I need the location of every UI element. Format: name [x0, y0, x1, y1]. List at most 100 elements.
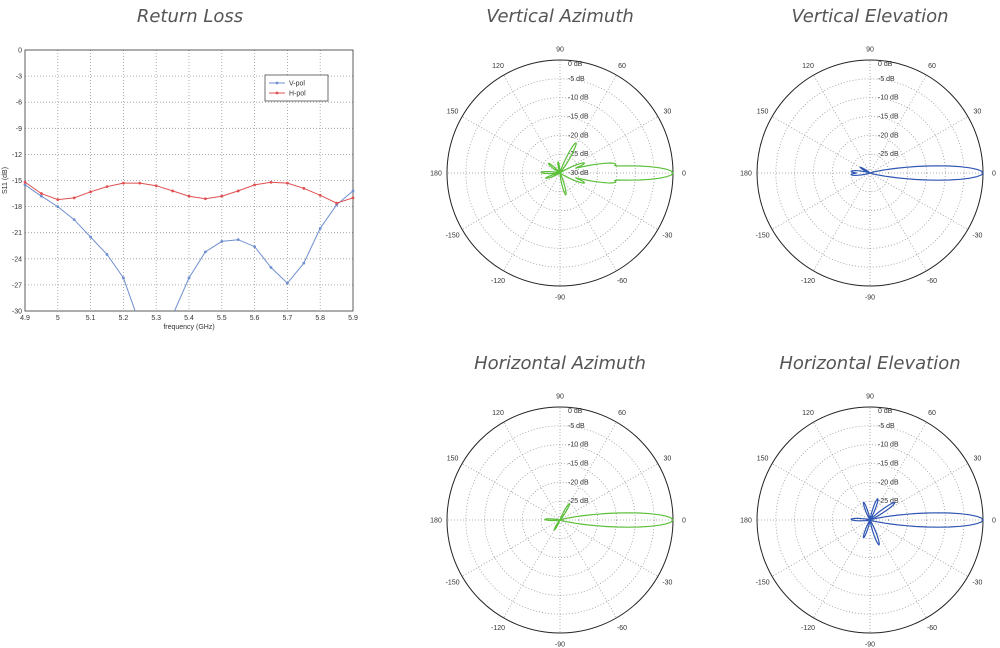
data-point [40, 192, 43, 195]
radiation-pattern-trace [850, 165, 984, 181]
polar-grid-spoke [869, 421, 927, 521]
polar-grid-spoke [503, 74, 561, 174]
data-point [318, 193, 322, 197]
angle-label: 90 [556, 47, 564, 54]
data-point [72, 196, 76, 200]
angle-label: -120 [801, 625, 815, 632]
polar-grid-ring [775, 425, 965, 615]
horizontal-azimuth-polar: 0 30 60 90 120 150 180 -150 -120 -90 -60 -30 0 dB -5 … [430, 394, 686, 648]
polar-grid-spoke [869, 172, 969, 230]
polar-grid-ring [831, 134, 909, 212]
y-tick-label: -12 [12, 152, 22, 159]
radial-label: 0 dB [878, 408, 893, 415]
polar-grid-spoke [813, 519, 871, 619]
angle-label: 60 [618, 63, 626, 70]
y-tick-label: -27 [12, 282, 22, 289]
legend-box [264, 74, 329, 102]
angle-label: 60 [928, 410, 936, 417]
vertical-elevation-polar: 0 30 60 90 120 150 180 -150 -120 -90 -60 -30 0 dB -5 … [740, 47, 996, 302]
polar-grid-spoke [559, 519, 617, 619]
angle-label: 180 [430, 518, 442, 525]
data-point [56, 198, 60, 202]
data-point [302, 261, 306, 265]
data-point [253, 245, 256, 249]
horizontal-azimuth-title: Horizontal Azimuth [474, 353, 646, 374]
radial-label: -15 dB [568, 114, 589, 121]
angle-label: 120 [492, 410, 504, 417]
polar-grid-ring [465, 78, 655, 268]
angle-label: 150 [757, 456, 769, 463]
angle-label: -120 [801, 278, 815, 285]
angle-label: -60 [617, 278, 627, 285]
polar-grid-spoke [559, 172, 659, 230]
x-tick-label: 5.6 [250, 315, 260, 322]
data-point [40, 194, 43, 198]
y-tick-label: -21 [12, 230, 22, 237]
data-point [72, 218, 76, 222]
x-tick-label: 5.2 [119, 315, 129, 322]
angle-label: -90 [555, 642, 565, 648]
polar-grid-spoke [813, 421, 871, 521]
radial-label: -25 dB [878, 498, 899, 505]
data-point [154, 184, 158, 188]
radial-label: -25 dB [568, 151, 589, 158]
data-point [286, 281, 289, 285]
y-tick-label: -15 [12, 178, 22, 185]
radial-label: -15 dB [568, 461, 589, 468]
legend-label: V-pol [289, 81, 305, 88]
polar-grid-spoke [559, 172, 617, 272]
return-loss-chart: 4.9 5 5.1 5.2 5.3 5.4 5.5 5.6 5.7 5.8 5.9 0 -3 -6 -9 -1… [2, 48, 358, 332]
angle-label: -150 [446, 233, 460, 240]
polar-grid-spoke [869, 519, 927, 619]
polar-grid-spoke [461, 172, 561, 230]
legend-marker [275, 81, 279, 85]
data-point [302, 186, 306, 190]
polar-grid-spoke [461, 116, 561, 174]
polar-grid-spoke [461, 463, 561, 521]
x-axis-label: frequency (GHz) [163, 324, 214, 331]
data-point [220, 240, 224, 243]
polar-grid-ring [503, 463, 617, 577]
polar-grid-spoke [559, 463, 659, 521]
y-axis-label: S11 (dB) [2, 167, 9, 194]
angle-label: 90 [866, 394, 874, 401]
angle-label: 90 [866, 47, 874, 54]
data-point [351, 196, 355, 200]
vertical-azimuth-title: Vertical Azimuth [486, 6, 634, 27]
data-point [236, 238, 240, 242]
polar-grid-spoke [771, 463, 871, 521]
polar-grid-spoke [559, 116, 659, 174]
polar-grid-ring [813, 116, 927, 230]
polar-grid-spoke [869, 116, 969, 174]
x-tick-label: 5.4 [184, 315, 194, 322]
x-tick-label: 5.7 [283, 315, 293, 322]
radial-label: -5 dB [568, 423, 585, 430]
angle-label: 120 [802, 410, 814, 417]
angle-label: -90 [555, 295, 565, 302]
radial-label: -20 dB [878, 479, 899, 486]
y-tick-label: -18 [12, 204, 22, 211]
data-point [23, 183, 27, 187]
angle-label: 150 [757, 109, 769, 116]
radial-label: -5 dB [568, 76, 585, 83]
data-point [89, 190, 92, 194]
x-tick-label: 5.8 [315, 315, 325, 322]
radiation-pattern-trace [850, 497, 984, 546]
polar-grid-spoke [869, 519, 969, 577]
polar-grid-ring [521, 134, 599, 212]
angle-label: 180 [740, 171, 752, 178]
data-point [171, 189, 175, 193]
radial-label: -10 dB [878, 442, 899, 449]
vertical-elevation-title: Vertical Elevation [791, 6, 949, 27]
data-point [253, 183, 256, 187]
legend-marker [275, 91, 279, 95]
x-tick-label: 5.1 [86, 315, 96, 322]
angle-label: -60 [927, 625, 937, 632]
angle-label: -30 [662, 233, 672, 240]
angle-label: 60 [928, 63, 936, 70]
radial-label: -5 dB [878, 423, 895, 430]
data-point [187, 194, 191, 198]
angle-label: 30 [973, 456, 981, 463]
horizontal-elevation-polar: 0 30 60 90 120 150 180 -150 -120 -90 -60 -30 0 dB -5 … [740, 394, 996, 648]
polar-grid-spoke [503, 421, 561, 521]
